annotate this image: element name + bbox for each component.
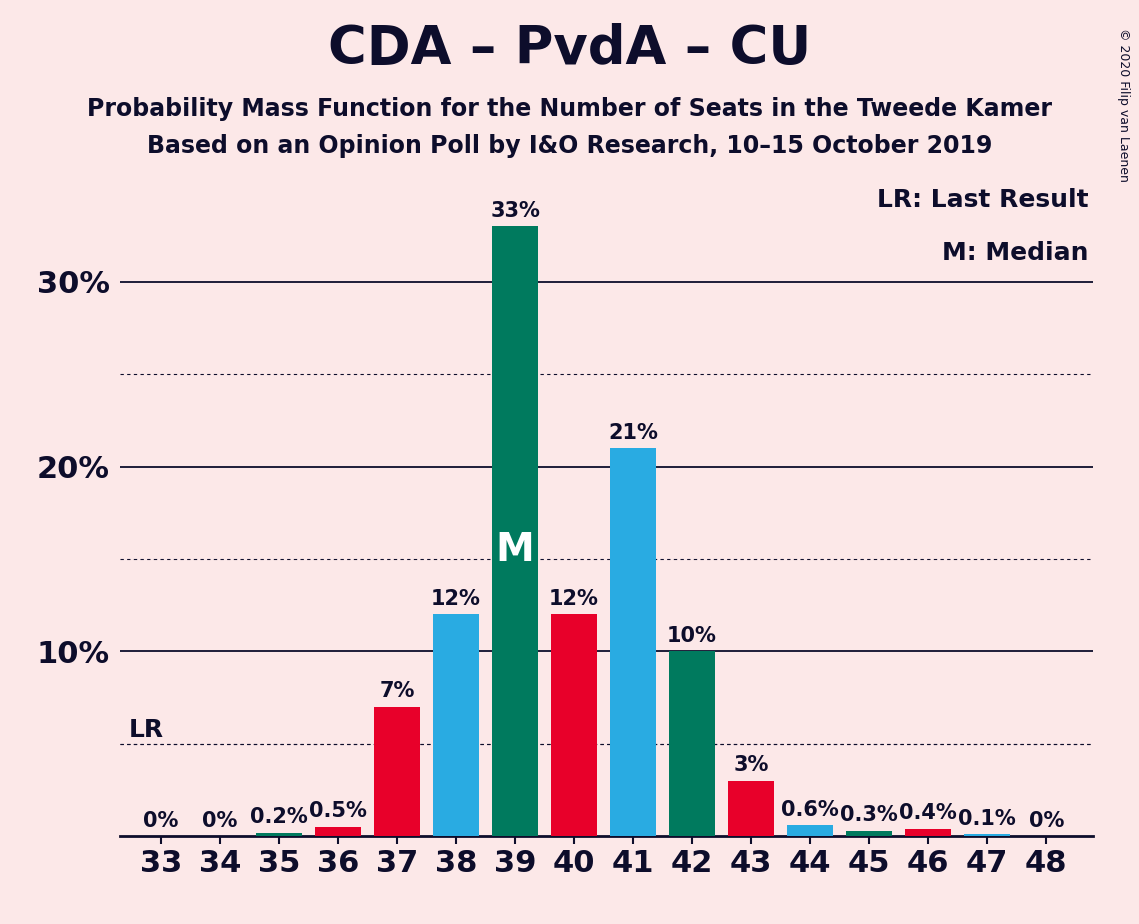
Text: LR: LR: [129, 718, 164, 742]
Bar: [611, 448, 656, 836]
Text: 0.3%: 0.3%: [841, 805, 898, 825]
Text: M: M: [495, 530, 534, 568]
Bar: [256, 833, 302, 836]
Text: 0.5%: 0.5%: [309, 801, 367, 821]
Bar: [374, 707, 420, 836]
Text: 0%: 0%: [203, 810, 238, 831]
Bar: [787, 825, 833, 836]
Text: 3%: 3%: [734, 755, 769, 775]
Bar: [316, 827, 361, 836]
Bar: [906, 829, 951, 836]
Bar: [728, 781, 775, 836]
Bar: [965, 834, 1010, 836]
Text: 33%: 33%: [490, 201, 540, 221]
Bar: [551, 614, 597, 836]
Text: 0%: 0%: [1029, 810, 1064, 831]
Text: 0.1%: 0.1%: [958, 808, 1016, 829]
Bar: [669, 651, 715, 836]
Text: 12%: 12%: [549, 589, 599, 609]
Text: 0.2%: 0.2%: [251, 807, 308, 827]
Text: 0.6%: 0.6%: [781, 799, 839, 820]
Text: Based on an Opinion Poll by I&O Research, 10–15 October 2019: Based on an Opinion Poll by I&O Research…: [147, 134, 992, 158]
Text: 0.4%: 0.4%: [900, 803, 957, 823]
Text: M: Median: M: Median: [942, 241, 1089, 265]
Bar: [433, 614, 480, 836]
Text: LR: Last Result: LR: Last Result: [877, 188, 1089, 212]
Text: 21%: 21%: [608, 422, 658, 443]
Text: Probability Mass Function for the Number of Seats in the Tweede Kamer: Probability Mass Function for the Number…: [87, 97, 1052, 121]
Text: © 2020 Filip van Laenen: © 2020 Filip van Laenen: [1117, 28, 1130, 182]
Text: CDA – PvdA – CU: CDA – PvdA – CU: [328, 23, 811, 75]
Text: 10%: 10%: [667, 626, 718, 646]
Bar: [846, 831, 892, 836]
Bar: [492, 226, 538, 836]
Text: 7%: 7%: [379, 681, 415, 701]
Text: 12%: 12%: [431, 589, 481, 609]
Text: 0%: 0%: [144, 810, 179, 831]
